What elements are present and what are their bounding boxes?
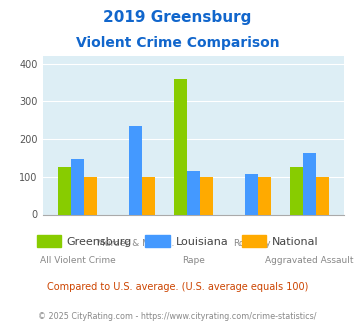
Text: Compared to U.S. average. (U.S. average equals 100): Compared to U.S. average. (U.S. average … [47,282,308,292]
Text: All Violent Crime: All Violent Crime [39,256,115,265]
Text: 2019 Greensburg: 2019 Greensburg [103,10,252,25]
Bar [187,171,200,214]
Text: Murder & Mans...: Murder & Mans... [97,240,174,248]
Bar [84,177,97,215]
Bar [290,167,303,214]
Text: Violent Crime Comparison: Violent Crime Comparison [76,36,279,50]
Bar [258,177,271,215]
Legend: Greensburg, Louisiana, National: Greensburg, Louisiana, National [32,230,323,251]
Text: © 2025 CityRating.com - https://www.cityrating.com/crime-statistics/: © 2025 CityRating.com - https://www.city… [38,312,317,321]
Text: Rape: Rape [182,256,205,265]
Bar [245,174,258,214]
Bar [142,177,154,215]
Text: Robbery: Robbery [233,240,270,248]
Bar [174,79,187,214]
Bar [200,177,213,215]
Bar [58,167,71,214]
Text: Aggravated Assault: Aggravated Assault [265,256,354,265]
Bar [71,159,84,214]
Bar [316,177,329,215]
Bar [303,153,316,214]
Bar [129,126,142,214]
